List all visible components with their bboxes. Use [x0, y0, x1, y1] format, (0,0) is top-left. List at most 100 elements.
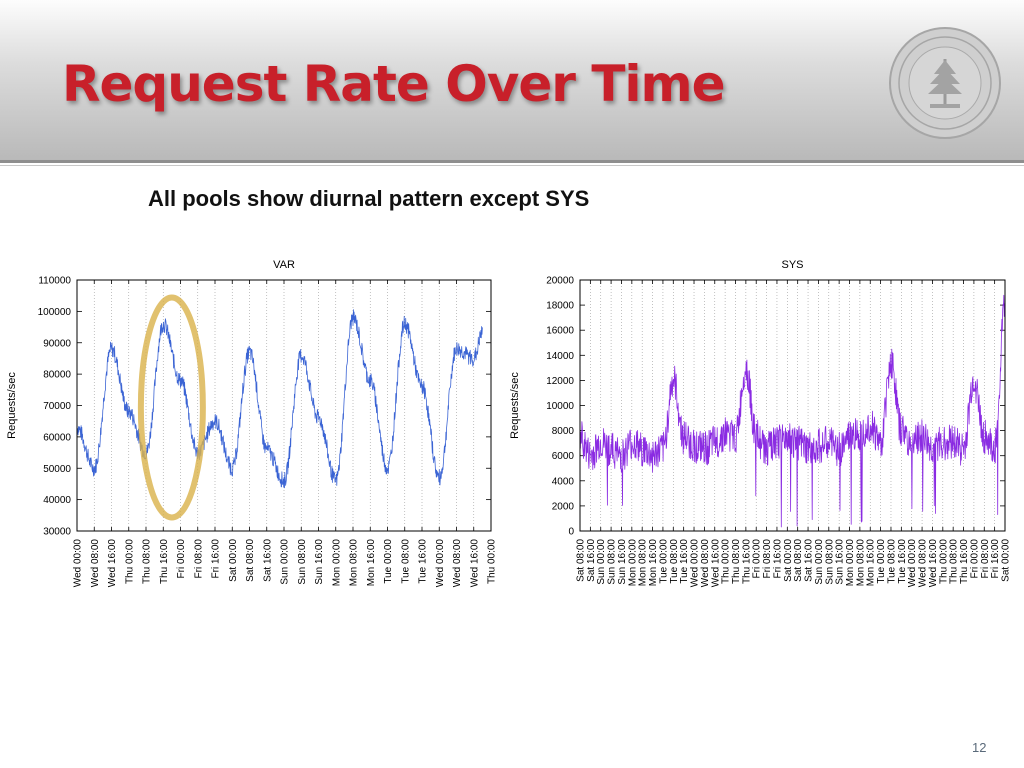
slide-header [0, 0, 1024, 160]
y-tick-label: 20000 [546, 276, 574, 287]
slide-title: Request Rate Over Time [62, 55, 726, 113]
x-tick-label: Wed 16:00 [710, 539, 721, 588]
x-tick-label: Mon 08:00 [349, 539, 360, 587]
var-chart: VAR Requests/sec Wed 00:00 Wed 08:00 Wed 16:… [6, 259, 498, 588]
x-tick-label: Wed 16:00 [107, 539, 118, 588]
y-tick-label: 12000 [546, 376, 574, 387]
university-seal-icon [888, 26, 1002, 145]
y-tick-label: 50000 [43, 464, 71, 475]
x-tick-label: Wed 08:00 [918, 539, 929, 588]
series-line [579, 294, 1006, 528]
x-tick-label: Wed 00:00 [690, 539, 701, 588]
highlight-ellipse [137, 294, 206, 521]
x-tick-label: Tue 16:00 [679, 539, 690, 584]
y-tick-label: 30000 [43, 527, 71, 538]
x-tick-label: Thu 00:00 [938, 539, 949, 584]
chart-title: SYS [781, 259, 803, 271]
x-tick-label: Mon 00:00 [331, 539, 342, 587]
x-tick-label: Mon 16:00 [366, 539, 377, 587]
chart-title: VAR [273, 259, 295, 271]
plot-frame [579, 279, 1006, 532]
x-tick-label: Fri 08:00 [193, 539, 204, 579]
x-tick-label: Thu 08:00 [731, 539, 742, 584]
x-tick-label: Mon 00:00 [627, 539, 638, 587]
x-tick-label: Thu 16:00 [959, 539, 970, 584]
x-tick-label: Wed 16:00 [469, 539, 480, 588]
x-tick-label: Fri 08:00 [762, 539, 773, 579]
x-tick-label: Sat 08:00 [793, 539, 804, 582]
y-tick-label: 10000 [546, 401, 574, 412]
x-tick-label: Mon 00:00 [845, 539, 856, 587]
x-tick-label: Sat 00:00 [783, 539, 794, 582]
y-axis-label: Requests/sec [509, 372, 521, 439]
y-tick-label: 100000 [38, 307, 72, 318]
y-tick-label: 6000 [552, 451, 575, 462]
x-tick-label: Thu 16:00 [159, 539, 170, 584]
y-tick-label: 8000 [552, 426, 575, 437]
y-tick-label: 70000 [43, 401, 71, 412]
y-tick-label: 18000 [546, 301, 574, 312]
x-tick-label: Tue 08:00 [400, 539, 411, 584]
x-tick-label: Thu 16:00 [741, 539, 752, 584]
x-tick-label: Fri 16:00 [772, 539, 783, 579]
x-tick-label: Tue 08:00 [669, 539, 680, 584]
header-divider [0, 160, 1024, 163]
x-tick-label: Fri 00:00 [752, 539, 763, 579]
x-tick-label: Sat 00:00 [228, 539, 239, 582]
y-tick-label: 0 [568, 527, 574, 538]
x-tick-label: Fri 16:00 [990, 539, 1001, 579]
x-tick-label: Wed 08:00 [452, 539, 463, 588]
x-tick-label: Mon 08:00 [855, 539, 866, 587]
y-tick-label: 90000 [43, 338, 71, 349]
x-tick-label: Sat 16:00 [586, 539, 597, 582]
y-tick-label: 80000 [43, 370, 71, 381]
y-tick-label: 40000 [43, 495, 71, 506]
x-tick-label: Thu 00:00 [487, 539, 498, 584]
x-tick-label: Sun 08:00 [607, 539, 618, 585]
x-tick-label: Sat 08:00 [576, 539, 587, 582]
x-tick-label: Sun 16:00 [835, 539, 846, 585]
header-divider-thin [0, 165, 1024, 166]
y-tick-label: 16000 [546, 326, 574, 337]
x-tick-label: Fri 00:00 [969, 539, 980, 579]
x-tick-label: Tue 16:00 [897, 539, 908, 584]
series-line [76, 309, 483, 489]
x-tick-label: Sat 08:00 [245, 539, 256, 582]
y-tick-label: 60000 [43, 432, 71, 443]
x-tick-label: Tue 00:00 [876, 539, 887, 584]
x-tick-label: Wed 08:00 [700, 539, 711, 588]
x-tick-label: Wed 00:00 [907, 539, 918, 588]
x-tick-label: Tue 00:00 [383, 539, 394, 584]
x-tick-label: Fri 16:00 [211, 539, 222, 579]
x-tick-label: Wed 00:00 [435, 539, 446, 588]
x-tick-label: Fri 08:00 [980, 539, 991, 579]
y-axis-label: Requests/sec [6, 372, 18, 439]
x-tick-label: Thu 08:00 [949, 539, 960, 584]
y-tick-label: 2000 [552, 501, 575, 512]
x-tick-label: Wed 16:00 [928, 539, 939, 588]
x-tick-label: Wed 08:00 [90, 539, 101, 588]
slide-subtitle: All pools show diurnal pattern except SY… [148, 186, 590, 211]
x-tick-label: Mon 16:00 [866, 539, 877, 587]
x-tick-label: Sun 08:00 [297, 539, 308, 585]
y-tick-label: 14000 [546, 351, 574, 362]
x-tick-label: Tue 08:00 [886, 539, 897, 584]
y-tick-label: 4000 [552, 476, 575, 487]
x-tick-label: Sat 16:00 [262, 539, 273, 582]
x-tick-label: Fri 00:00 [176, 539, 187, 579]
plot-frame [76, 279, 492, 532]
x-tick-label: Sun 08:00 [824, 539, 835, 585]
x-tick-label: Mon 16:00 [648, 539, 659, 587]
x-tick-label: Sun 16:00 [617, 539, 628, 585]
x-tick-label: Sun 16:00 [314, 539, 325, 585]
x-tick-label: Thu 00:00 [124, 539, 135, 584]
x-tick-label: Sun 00:00 [814, 539, 825, 585]
x-tick-label: Sat 00:00 [1001, 539, 1012, 582]
x-tick-label: Wed 00:00 [73, 539, 84, 588]
x-tick-label: Mon 08:00 [638, 539, 649, 587]
x-tick-label: Sun 00:00 [280, 539, 291, 585]
x-tick-label: Tue 00:00 [658, 539, 669, 584]
y-tick-label: 110000 [38, 276, 71, 287]
x-tick-label: Tue 16:00 [418, 539, 429, 584]
